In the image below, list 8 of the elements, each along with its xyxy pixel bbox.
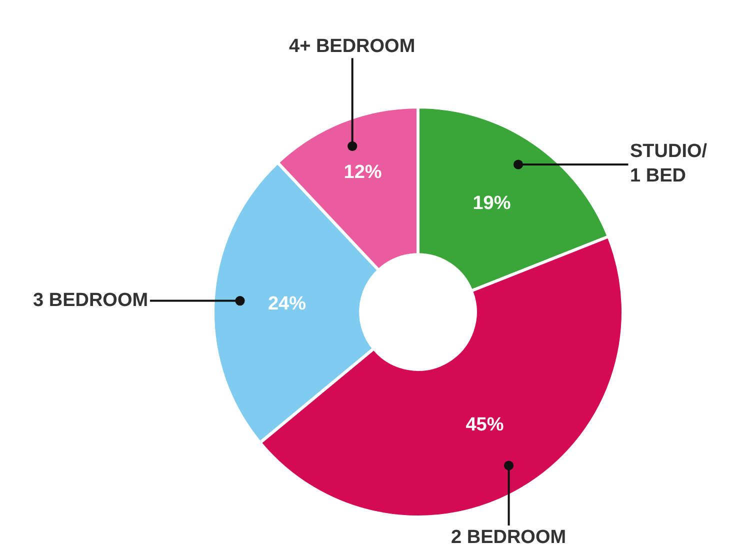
slice-label: 2 BEDROOM [451, 527, 566, 548]
slice-label: 3 BEDROOM [33, 290, 148, 311]
data-label: 24% [268, 293, 306, 314]
slice-label: 4+ BEDROOM [289, 36, 416, 57]
data-label: 19% [472, 192, 511, 214]
data-label: 12% [344, 162, 382, 184]
data-label: 45% [466, 414, 504, 436]
slice-label: STUDIO/ 1 BED [630, 141, 708, 187]
